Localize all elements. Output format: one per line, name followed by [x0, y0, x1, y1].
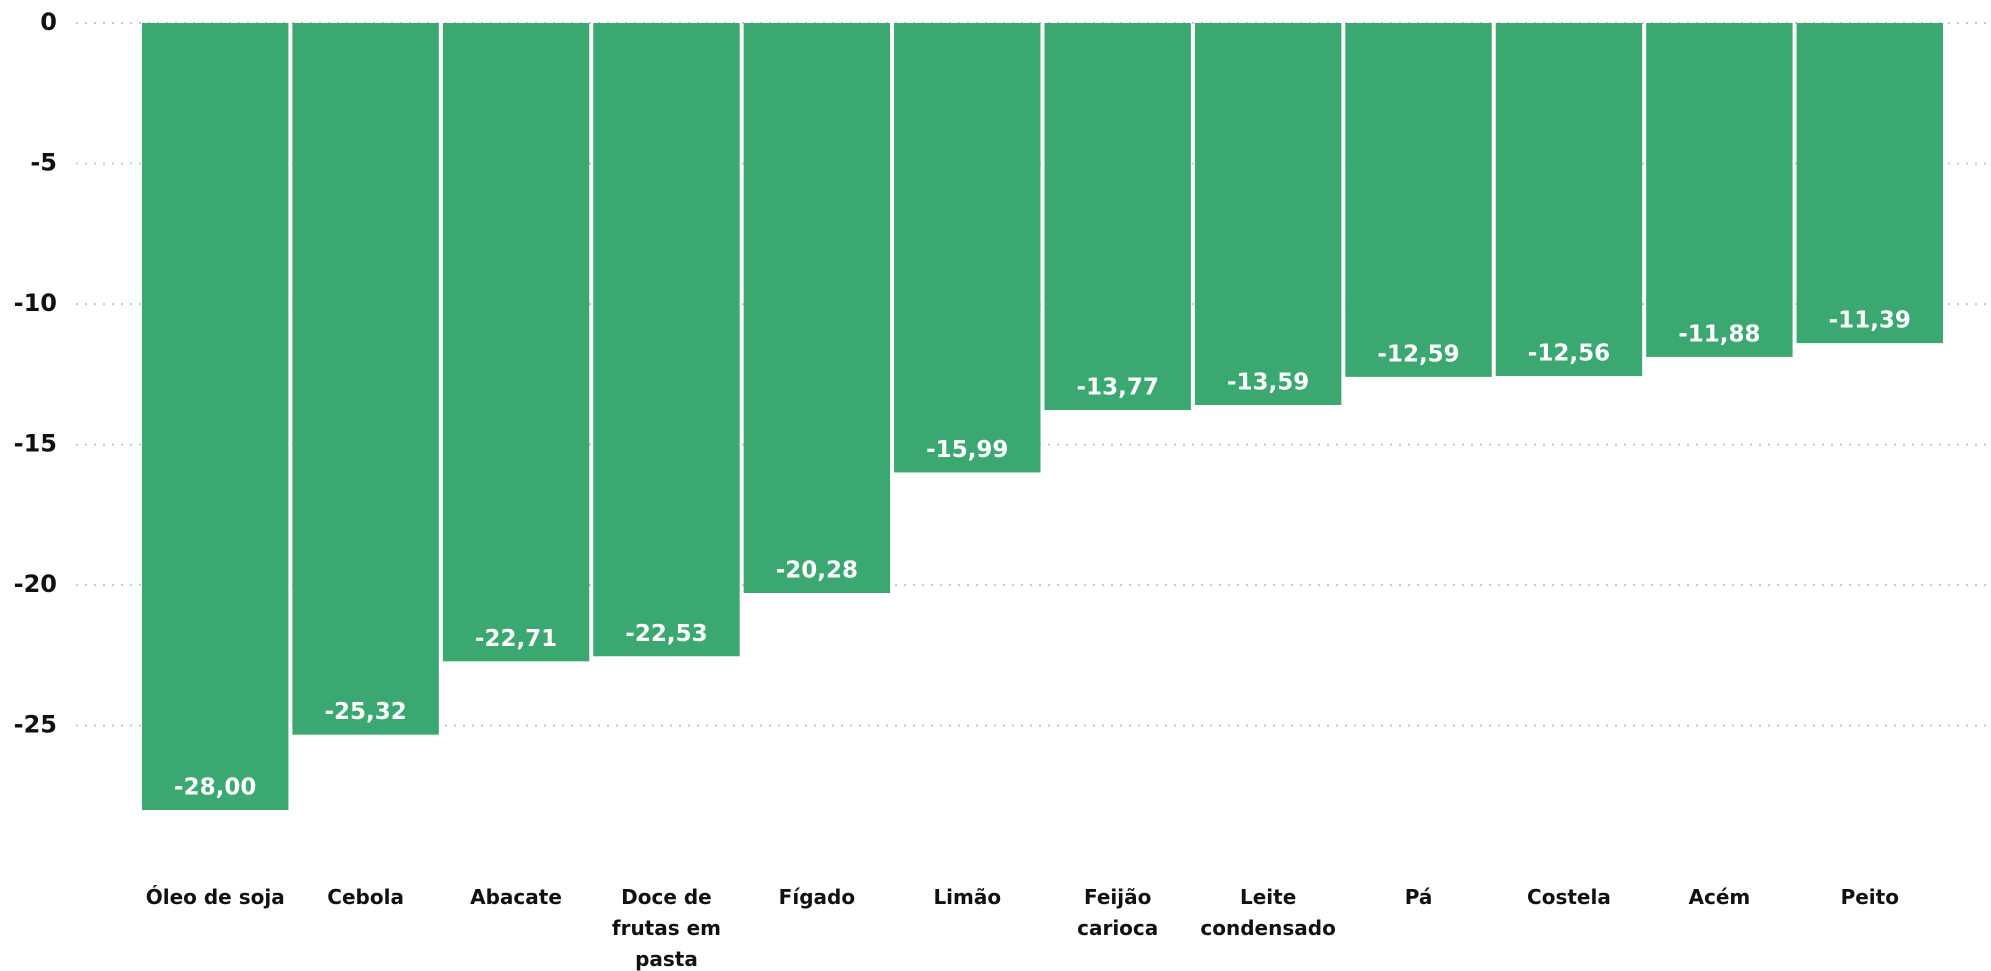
bar — [743, 23, 891, 594]
y-tick-label: -20 — [14, 570, 57, 598]
bar — [292, 23, 439, 735]
value-label: -13,77 — [1077, 375, 1159, 401]
value-label: -11,39 — [1829, 308, 1911, 334]
x-tick-label: Abacate — [470, 885, 562, 909]
x-tick-label: Pá — [1404, 885, 1433, 909]
value-label: -20,28 — [776, 558, 858, 584]
bar — [1345, 23, 1492, 377]
bar — [1495, 23, 1643, 377]
bar — [442, 23, 590, 662]
y-tick-label: -15 — [14, 430, 57, 458]
bar — [894, 23, 1041, 473]
y-tick-label: -25 — [14, 711, 57, 739]
x-tick-label: Doce de frutas em pasta — [611, 885, 722, 971]
value-label: -25,32 — [324, 699, 406, 725]
x-tick-label: Feijão carioca — [1077, 885, 1159, 940]
value-label: -15,99 — [926, 437, 1008, 463]
y-tick-label: -10 — [14, 289, 57, 317]
value-label: -12,56 — [1528, 341, 1610, 367]
x-tick-label: Fígado — [778, 885, 856, 909]
value-label: -22,53 — [625, 621, 707, 647]
y-tick-label: -5 — [30, 149, 57, 177]
bar — [1646, 23, 1793, 357]
value-label: -12,59 — [1377, 341, 1459, 367]
x-tick-label: Óleo de soja — [145, 885, 285, 909]
value-label: -13,59 — [1227, 369, 1309, 395]
bar — [142, 23, 289, 810]
bar — [1044, 23, 1191, 411]
bar — [1194, 23, 1342, 405]
bar — [1796, 23, 1943, 344]
bar — [593, 23, 740, 657]
x-tick-label: Peito — [1840, 885, 1899, 909]
value-label: -28,00 — [174, 775, 256, 801]
x-tick-label: Acém — [1688, 885, 1751, 909]
x-tick-label: Costela — [1527, 885, 1611, 909]
value-label: -11,88 — [1678, 321, 1760, 347]
x-tick-label: Leite condensado — [1200, 885, 1336, 940]
y-tick-label: 0 — [40, 8, 57, 36]
x-tick-label: Limão — [933, 885, 1002, 909]
value-label: -22,71 — [475, 626, 557, 652]
x-tick-label: Cebola — [327, 885, 404, 909]
